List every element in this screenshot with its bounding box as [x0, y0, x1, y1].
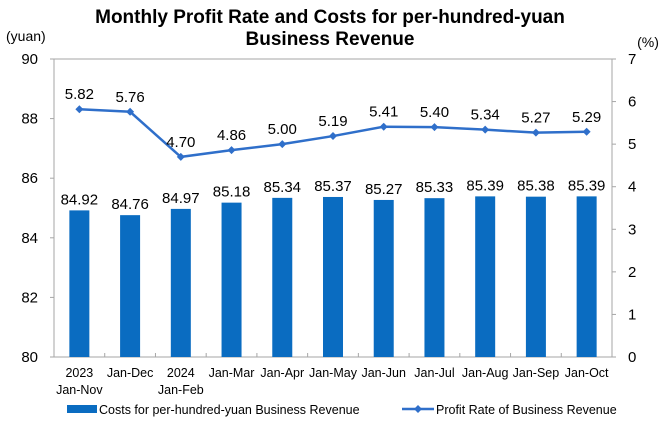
line-data-label: 5.76 — [115, 89, 144, 106]
bar-data-label: 84.76 — [111, 196, 149, 213]
legend-line-label: Profit Rate of Business Revenue — [436, 403, 617, 417]
line-point-marker — [531, 128, 540, 137]
bar — [323, 196, 343, 357]
bar-data-label: 85.39 — [568, 177, 606, 194]
bar — [424, 198, 445, 357]
left-axis-tick-label: 82 — [21, 289, 38, 306]
left-axis-tick-label: 88 — [21, 111, 38, 128]
line-data-label: 5.29 — [572, 109, 601, 126]
x-axis-category-label: Jan-Jul — [414, 366, 454, 380]
line-point-marker — [126, 107, 135, 116]
bar — [221, 202, 242, 357]
line-data-label: 5.00 — [268, 121, 297, 138]
line-data-label: 4.86 — [217, 127, 246, 144]
line-data-label: 5.34 — [471, 107, 500, 124]
line-data-label: 4.70 — [166, 134, 195, 151]
line-data-label: 5.19 — [318, 113, 347, 130]
x-axis-category-label: Jan-May — [309, 366, 358, 380]
bar-data-label: 84.97 — [162, 190, 200, 207]
line-point-marker — [329, 132, 337, 141]
right-axis-tick-label: 1 — [628, 306, 636, 323]
x-axis-category-label: Jan-Nov — [56, 383, 103, 397]
line-data-label: 5.82 — [65, 86, 94, 103]
line-point-marker — [278, 140, 287, 149]
bar-data-label: 84.92 — [61, 191, 99, 208]
line-point-marker — [227, 146, 236, 155]
bar — [373, 199, 394, 357]
bar — [69, 210, 90, 357]
line-data-label: 5.40 — [420, 104, 449, 121]
left-axis-tick-label: 80 — [21, 349, 38, 366]
right-axis-tick-label: 7 — [628, 51, 636, 68]
chart-title-line-2: Business Revenue — [246, 29, 415, 50]
bar-data-label: 85.39 — [466, 177, 504, 194]
x-axis-category-label: 2024 — [167, 366, 195, 380]
line-point-marker — [75, 105, 84, 114]
x-axis-category-label: Jan-Sep — [513, 366, 560, 380]
bar-data-label: 85.38 — [517, 178, 555, 195]
right-axis-tick-label: 4 — [628, 179, 636, 196]
line-point-marker — [176, 152, 185, 161]
legend-bar-swatch — [67, 405, 97, 413]
bar — [475, 196, 496, 357]
right-axis-tick-label: 3 — [628, 221, 636, 238]
x-axis-category-label: Jan-Feb — [158, 383, 204, 397]
legend-line-marker — [414, 405, 422, 413]
x-axis-category-label: 2023 — [65, 366, 93, 380]
legend-bar-label: Costs for per-hundred-yuan Business Reve… — [99, 403, 360, 417]
right-axis-tick-label: 2 — [628, 264, 636, 281]
x-axis-category-label: Jan-Mar — [209, 366, 255, 380]
left-axis-tick-label: 86 — [21, 170, 38, 187]
left-axis-tick-label: 90 — [21, 51, 38, 68]
line-data-label: 5.41 — [369, 104, 398, 121]
right-axis-unit: (%) — [637, 34, 659, 50]
x-axis-category-label: Jan-Aug — [462, 366, 509, 380]
x-axis-category-label: Jan-Oct — [565, 366, 609, 380]
line-point-marker — [379, 122, 388, 131]
right-axis-tick-label: 0 — [628, 349, 636, 366]
line-point-marker — [430, 123, 439, 132]
line-point-marker — [481, 125, 490, 134]
x-axis-category-label: Jan-Jun — [361, 366, 406, 380]
bar — [120, 215, 141, 357]
bar — [525, 196, 546, 357]
bar — [272, 197, 293, 357]
bar-data-label: 85.33 — [416, 179, 454, 196]
bar-data-label: 85.27 — [365, 181, 403, 198]
bar — [170, 208, 191, 357]
chart-title-line-1: Monthly Profit Rate and Costs for per-hu… — [95, 7, 565, 28]
bar-data-label: 85.37 — [314, 178, 352, 195]
right-axis-tick-label: 6 — [628, 94, 636, 111]
bar-data-label: 85.18 — [213, 184, 251, 201]
left-axis-unit: (yuan) — [6, 28, 46, 44]
line-point-marker — [582, 127, 591, 136]
x-axis-category-label: Jan-Apr — [260, 366, 304, 380]
bar-data-label: 85.34 — [263, 179, 301, 196]
bar — [576, 196, 597, 357]
right-axis-tick-label: 5 — [628, 136, 636, 153]
line-data-label: 5.27 — [521, 110, 550, 127]
left-axis-tick-label: 84 — [21, 230, 38, 247]
x-axis-category-label: Jan-Dec — [107, 366, 154, 380]
